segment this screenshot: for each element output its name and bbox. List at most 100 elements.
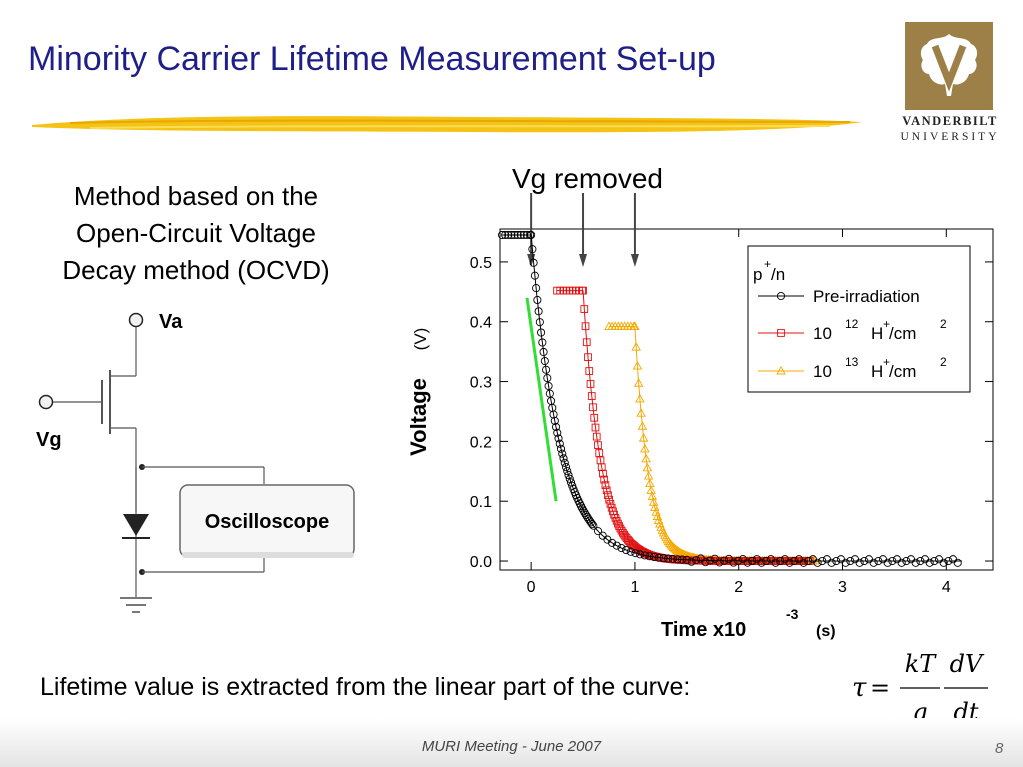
method-line-2: Open-Circuit Voltage xyxy=(76,218,316,248)
data-point xyxy=(948,555,958,564)
data-point xyxy=(944,556,953,566)
data-point xyxy=(638,433,649,442)
data-point xyxy=(897,558,906,567)
data-point xyxy=(682,555,691,564)
x-tick-label: 2 xyxy=(734,579,743,596)
data-point xyxy=(860,556,869,566)
data-point xyxy=(558,449,567,458)
data-point xyxy=(827,558,836,567)
legend-label-unit-exp: 2 xyxy=(940,355,947,369)
data-point xyxy=(501,230,510,240)
page-number: 8 xyxy=(995,740,1004,757)
data-point xyxy=(855,558,864,567)
x-tick-label: 1 xyxy=(630,579,639,596)
data-point xyxy=(804,556,813,566)
data-point xyxy=(822,555,831,564)
data-point xyxy=(864,555,874,564)
vg-terminal xyxy=(38,394,54,410)
x-axis-label: Time x10 xyxy=(661,619,746,641)
data-point xyxy=(565,474,574,483)
footer-band xyxy=(0,718,1023,767)
data-point xyxy=(608,538,617,547)
data-point xyxy=(579,506,588,515)
legend-label-exp: 13 xyxy=(845,355,859,369)
data-point xyxy=(528,245,537,254)
arrow-head-icon xyxy=(630,254,639,267)
legend-label-unit-sup: + xyxy=(883,317,890,331)
data-point xyxy=(643,470,654,480)
data-point xyxy=(504,230,513,240)
formula-dv: dV xyxy=(950,650,985,678)
y-tick-label: 0.0 xyxy=(470,554,492,571)
data-point xyxy=(537,328,546,337)
data-point xyxy=(640,551,649,560)
data-point xyxy=(553,428,562,437)
legend-label-num: 10 xyxy=(813,362,832,381)
data-point xyxy=(911,558,920,567)
data-point xyxy=(604,491,612,499)
data-point xyxy=(584,353,592,361)
data-point xyxy=(874,556,883,566)
data-point xyxy=(550,416,559,425)
data-point xyxy=(540,357,549,366)
data-point xyxy=(594,441,602,449)
legend-title: p xyxy=(753,265,762,284)
data-point xyxy=(555,439,564,448)
data-point xyxy=(636,408,646,417)
data-point xyxy=(631,342,641,351)
legend-marker xyxy=(776,365,786,375)
legend-label-unit-exp: 2 xyxy=(940,317,947,331)
data-point xyxy=(527,230,536,240)
data-point xyxy=(832,556,841,566)
data-point xyxy=(650,552,659,562)
data-point xyxy=(642,462,653,472)
data-point xyxy=(869,558,878,567)
data-point xyxy=(645,478,655,488)
y-tick-label: 0.2 xyxy=(470,434,492,451)
data-point xyxy=(516,230,525,240)
data-point xyxy=(588,520,597,529)
data-point xyxy=(544,381,553,391)
data-point xyxy=(626,547,635,556)
data-point xyxy=(538,338,547,347)
vg-removed-annotation: Vg removed xyxy=(512,163,663,194)
data-point xyxy=(595,449,604,457)
data-point xyxy=(560,458,569,467)
data-point xyxy=(645,552,654,561)
data-point xyxy=(734,556,743,565)
data-point xyxy=(640,443,650,453)
data-point xyxy=(692,556,701,565)
plot-frame xyxy=(499,228,994,571)
data-point xyxy=(594,527,603,536)
data-point xyxy=(813,558,822,567)
data-point xyxy=(757,558,766,567)
data-point xyxy=(925,558,934,567)
footer-text: MURI Meeting - June 2007 xyxy=(421,738,602,755)
data-point xyxy=(799,558,808,567)
logo-text-vanderbilt: VANDERBILT xyxy=(902,114,998,128)
data-point xyxy=(585,367,594,375)
data-point xyxy=(581,510,590,519)
data-point xyxy=(674,547,685,557)
data-point xyxy=(953,558,962,567)
method-line-3: Decay method (OCVD) xyxy=(62,255,330,285)
data-point xyxy=(636,550,645,559)
legend-label-unit: H xyxy=(871,324,883,343)
data-point xyxy=(939,558,948,567)
data-point xyxy=(586,380,595,388)
data-point xyxy=(599,469,607,478)
data-point xyxy=(776,556,785,566)
legend-box xyxy=(747,245,971,393)
y-tick-label: 0.1 xyxy=(470,494,492,511)
oscilloscope-label: Oscilloscope xyxy=(205,511,330,533)
x-axis-label-exponent: -3 xyxy=(786,606,799,622)
formula-equals: = xyxy=(870,674,890,702)
va-terminal xyxy=(128,312,144,328)
data-point xyxy=(600,475,609,484)
data-point xyxy=(564,471,573,480)
data-point xyxy=(655,518,665,528)
data-point xyxy=(635,393,645,403)
title-underline-brushstroke xyxy=(32,116,862,133)
data-point xyxy=(906,555,916,564)
data-point xyxy=(729,558,738,567)
